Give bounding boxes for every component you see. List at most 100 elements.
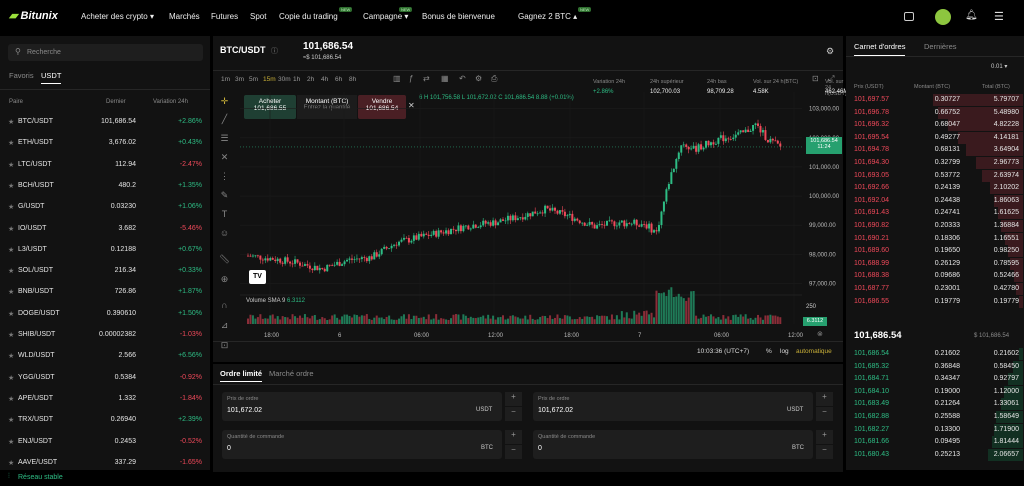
ob-row[interactable]: 101,682.88 0.25588 1.58649 [847,411,1023,423]
ob-row[interactable]: 101,694.30 0.32799 2.96773 [847,157,1023,169]
pair-row[interactable]: ★ LTC/USDT 112.94 -2.47% [0,154,206,175]
star-icon[interactable]: ★ [8,459,15,467]
undo-icon[interactable]: ↶ [459,74,466,83]
col-last[interactable]: Dernier [106,99,126,105]
zoom-in-icon[interactable]: ⊕ [220,274,229,284]
nav-buy-crypto[interactable]: Acheter des crypto ▾ [81,12,154,21]
compare-icon[interactable]: ⇄ [423,74,430,83]
menu-icon[interactable]: ☰ [994,11,1004,23]
pair-row[interactable]: ★ TRX/USDT 0.26940 +2.39% [0,409,206,430]
sell-qty-input[interactable]: Quantité de commande 0 BTC [533,430,813,459]
close-icon[interactable]: ✕ [408,101,415,110]
pair-title[interactable]: BTC/USDT [220,45,266,55]
indicator-icon[interactable]: ƒ [409,74,414,83]
sell-price-minus[interactable]: − [816,407,833,421]
fullscreen-icon[interactable]: ⤢ [828,74,835,83]
timeframe-5m[interactable]: 5m [249,76,259,83]
ob-row[interactable]: 101,693.05 0.53772 2.63974 [847,169,1023,182]
tab-orderbook[interactable]: Carnet d'ordres [854,42,906,56]
ob-row[interactable]: 101,684.10 0.19000 1.12000 [847,385,1023,398]
ob-row[interactable]: 101,684.71 0.34347 0.92797 [847,373,1023,386]
ob-row[interactable]: 101,681.66 0.09495 1.81444 [847,436,1023,449]
buy-qty-minus[interactable]: − [505,445,522,459]
ob-row[interactable]: 101,682.27 0.13300 1.71900 [847,423,1023,436]
star-icon[interactable]: ★ [8,374,15,382]
ob-row[interactable]: 101,690.21 0.18306 1.16551 [847,232,1023,245]
ob-row[interactable]: 101,683.49 0.21264 1.33061 [847,398,1023,411]
pair-row[interactable]: ★ ENJ/USDT 0.2453 -0.52% [0,431,206,452]
timeframe-15m[interactable]: 15m [263,76,276,83]
star-icon[interactable]: ★ [8,204,15,212]
star-icon[interactable]: ★ [8,353,15,361]
nav-markets[interactable]: Marchés [169,12,200,21]
info-icon[interactable]: ⓘ [271,48,278,55]
lock-icon[interactable]: ⊡ [220,340,229,350]
pair-row[interactable]: ★ AAVE/USDT 337.29 -1.65% [0,452,206,470]
star-icon[interactable]: ★ [8,332,15,339]
timeframe-8h[interactable]: 8h [349,76,357,83]
brush-icon[interactable]: ✎ [220,190,229,200]
tab-favorites[interactable]: Favoris [9,71,34,80]
ob-row[interactable]: 101,690.82 0.20333 1.36884 [847,220,1023,232]
buy-price-plus[interactable]: + [505,392,522,406]
ruler-icon[interactable]: 📏︎ [218,254,231,264]
pair-row[interactable]: ★ BTC/USDT 101,686.54 +2.86% [0,111,206,132]
timeframe-3m[interactable]: 3m [235,76,245,83]
sell-qty-minus[interactable]: − [816,445,833,459]
text-icon[interactable]: T [221,209,228,219]
pair-row[interactable]: ★ G/USDT 0.03230 +1.06% [0,196,206,217]
pair-row[interactable]: ★ SHIB/USDT 0.00002382 -1.03% [0,324,206,345]
tab-usdt[interactable]: USDT [41,71,62,84]
ob-row[interactable]: 101,694.78 0.68131 3.64904 [847,144,1023,157]
ob-row[interactable]: 101,687.77 0.23001 0.42780 [847,283,1023,295]
nav-spot[interactable]: Spot [250,12,267,21]
buy-price-input[interactable]: Prix de ordre 101,672.02 USDT [222,392,502,421]
buy-qty-input[interactable]: Quantité de commande 0 BTC [222,430,502,459]
ob-row[interactable]: 101,686.54 0.21602 0.21602 [847,348,1023,360]
pair-row[interactable]: ★ ETH/USDT 3,676.02 +0.43% [0,132,206,153]
channel-icon[interactable]: ⋮ [220,171,229,181]
ob-row[interactable]: 101,692.04 0.24438 1.86063 [847,194,1023,207]
emoji-icon[interactable]: ☺ [219,228,230,238]
star-icon[interactable]: ★ [8,289,15,297]
star-icon[interactable]: ★ [8,161,15,169]
logo[interactable]: ▰ Bitunix [9,10,58,22]
ob-row[interactable]: 101,680.43 0.25213 2.06657 [847,448,1023,461]
col-change[interactable]: Variation 24h [153,99,188,105]
timeframe-1m[interactable]: 1m [221,76,231,83]
tab-latest-trades[interactable]: Dernières [924,42,957,51]
nav-campaign[interactable]: Campagne ▾ NEW [363,7,413,21]
ob-row[interactable]: 101,691.43 0.24741 1.61625 [847,207,1023,220]
trendline-icon[interactable]: ╱ [221,114,228,124]
pair-row[interactable]: ★ L3/USDT 0.12188 +0.67% [0,239,206,260]
ob-row[interactable]: 101,692.66 0.24139 2.10202 [847,182,1023,195]
nav-welcome-bonus[interactable]: Bonus de bienvenue [422,12,495,21]
layout-icon[interactable]: ▦ [441,74,449,83]
fibonacci-icon[interactable]: ✕ [220,152,229,162]
ob-row[interactable]: 101,686.55 0.19779 0.19779 [847,295,1023,308]
go-to-latest-icon[interactable]: ⊗ [817,331,823,338]
col-pair[interactable]: Paire [9,99,24,105]
star-icon[interactable]: ★ [8,140,15,148]
timeframe-6h[interactable]: 6h [335,76,343,83]
pair-row[interactable]: ★ IO/USDT 3.682 -5.46% [0,218,206,239]
pair-row[interactable]: ★ DOGE/USDT 0.390610 +1.50% [0,303,206,324]
bell-icon[interactable]: 🔔︎ [965,10,978,21]
timeframe-1h[interactable]: 1h [293,76,301,83]
ob-row[interactable]: 101,697.57 0.30727 5.79707 [847,94,1023,106]
chart-settings-icon[interactable]: ⚙ [475,74,483,83]
buy-qty-plus[interactable]: + [505,430,522,444]
pair-row[interactable]: ★ SOL/USDT 216.34 +0.33% [0,260,206,281]
ob-row[interactable]: 101,696.78 0.66752 5.48980 [847,106,1023,119]
star-icon[interactable]: ★ [8,268,15,276]
star-icon[interactable]: ★ [8,182,15,190]
pair-row[interactable]: ★ WLD/USDT 2.566 +6.56% [0,345,206,366]
magnet-icon[interactable]: ∩ [221,300,228,310]
precision-select[interactable]: 0.01 ▾ [991,64,1008,70]
wallet-icon[interactable] [904,12,914,21]
candle-type-icon[interactable]: ▥ [393,74,401,83]
ob-row[interactable]: 101,689.60 0.19650 0.98250 [847,245,1023,258]
star-icon[interactable]: ★ [8,417,15,425]
quick-qty-input[interactable]: Montant (BTC) Entrez la quantité [297,95,357,119]
search-box[interactable]: ⚲ Recherche [8,44,203,61]
